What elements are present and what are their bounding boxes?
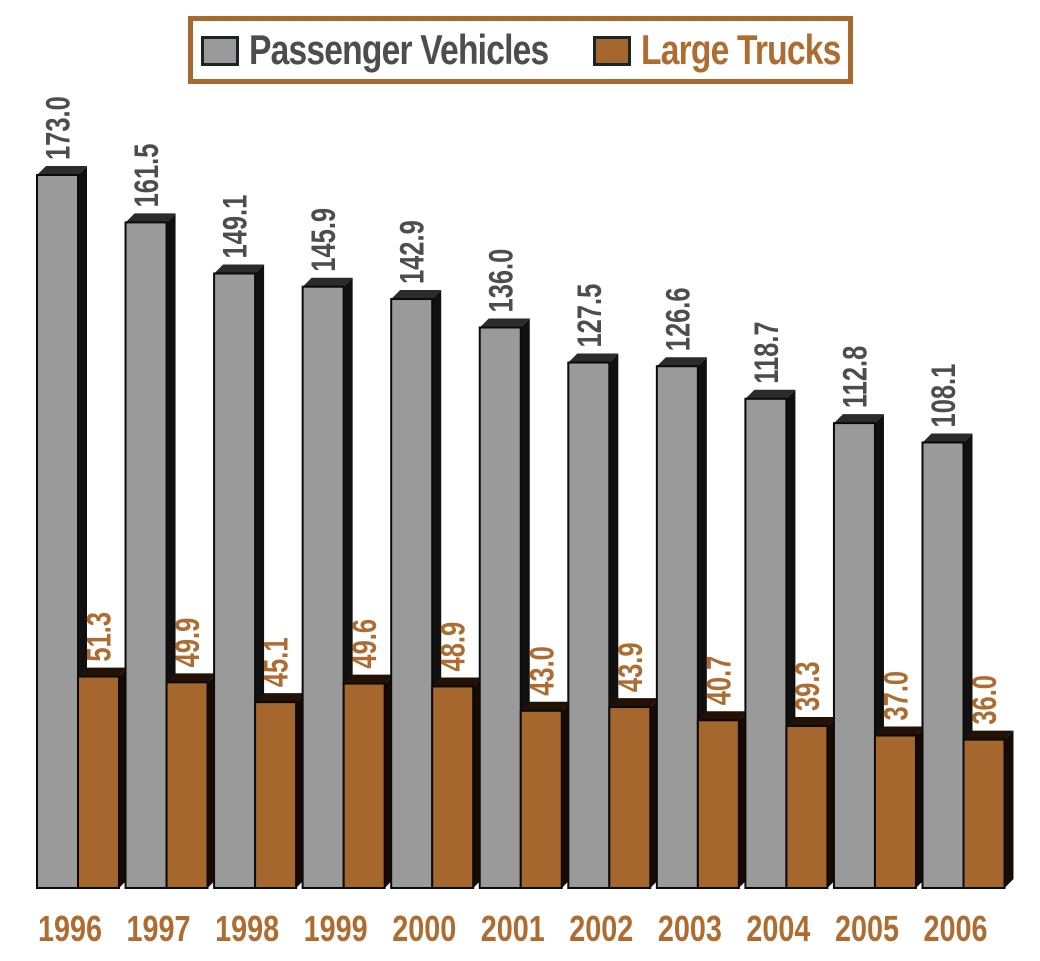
year-label: 2006 xyxy=(923,908,987,949)
passenger-bar xyxy=(390,298,434,889)
truck-bar xyxy=(608,706,652,890)
year-label: 2000 xyxy=(392,908,456,949)
truck-bar-top xyxy=(78,667,128,677)
truck-bar xyxy=(254,701,298,889)
passenger-value-label: 112.8 xyxy=(837,346,874,408)
truck-bar xyxy=(785,725,829,889)
passenger-bar xyxy=(655,365,699,889)
truck-bar-top xyxy=(874,726,925,736)
passenger-bar-top xyxy=(568,353,619,363)
year-label: 2003 xyxy=(658,908,722,949)
passenger-bar xyxy=(124,221,168,890)
truck-value-label: 36.0 xyxy=(967,675,1004,725)
truck-bar xyxy=(519,709,563,889)
passenger-bar xyxy=(301,285,345,890)
year-label: 1999 xyxy=(304,908,368,949)
truck-bar-top xyxy=(697,711,748,721)
year-label: 1998 xyxy=(215,908,279,949)
legend: Passenger Vehicles Large Trucks xyxy=(188,16,853,84)
year-label: 1996 xyxy=(38,908,102,949)
truck-bar-top xyxy=(963,730,1014,740)
truck-value-label: 39.3 xyxy=(789,661,826,711)
passenger-bar-top xyxy=(37,166,87,175)
year-label: 1997 xyxy=(127,908,191,949)
passenger-value-label: 127.5 xyxy=(571,284,608,348)
passenger-bar xyxy=(567,361,611,889)
truck-bar xyxy=(962,738,1006,890)
year-label: 2002 xyxy=(569,908,633,949)
truck-bar-top xyxy=(786,717,837,727)
truck-value-label: 43.9 xyxy=(612,642,649,692)
truck-value-label: 49.9 xyxy=(170,618,207,668)
truck-bar-top xyxy=(166,673,217,683)
truck-bar-top xyxy=(609,698,660,708)
passenger-bar xyxy=(36,174,79,889)
passenger-value-label: 118.7 xyxy=(748,321,785,383)
truck-bar-top xyxy=(432,677,483,687)
passenger-bar-top xyxy=(922,433,973,443)
passenger-value-label: 142.9 xyxy=(394,220,431,284)
truck-value-label: 51.3 xyxy=(81,612,118,662)
truck-bar-top xyxy=(343,674,394,684)
passenger-bar-top xyxy=(125,213,176,223)
large-trucks-legend-swatch xyxy=(593,36,631,66)
passenger-vehicles-legend-label: Passenger Vehicles xyxy=(249,26,549,73)
truck-bar-side xyxy=(1004,730,1014,888)
passenger-value-label: 145.9 xyxy=(306,208,343,272)
truck-value-label: 43.0 xyxy=(524,646,561,696)
year-label: 2001 xyxy=(481,908,545,949)
truck-value-label: 37.0 xyxy=(878,671,915,721)
passenger-bar xyxy=(213,272,257,889)
year-label: 2004 xyxy=(746,908,810,949)
truck-bar-top xyxy=(255,693,306,703)
truck-bar-top xyxy=(520,701,571,711)
passenger-bar xyxy=(478,326,522,889)
passenger-bar-top xyxy=(833,414,884,424)
passenger-bar-top xyxy=(302,277,353,287)
truck-bar xyxy=(165,681,209,889)
truck-bar xyxy=(873,734,917,889)
passenger-value-label: 173.0 xyxy=(40,96,77,160)
passenger-vehicles-legend-swatch xyxy=(201,36,239,66)
passenger-bar xyxy=(921,441,965,889)
passenger-bar-top xyxy=(214,264,265,274)
truck-value-label: 49.6 xyxy=(347,619,384,669)
passenger-bar-top xyxy=(745,389,796,399)
passenger-bar-top xyxy=(391,290,442,300)
passenger-value-label: 136.0 xyxy=(483,249,520,313)
passenger-value-label: 161.5 xyxy=(129,144,166,208)
large-trucks-legend-label: Large Trucks xyxy=(641,26,841,73)
truck-bar xyxy=(77,675,120,889)
truck-value-label: 40.7 xyxy=(701,656,738,706)
year-label: 2005 xyxy=(835,908,899,949)
truck-value-label: 45.1 xyxy=(258,637,295,687)
passenger-bar xyxy=(832,422,876,889)
passenger-value-label: 149.1 xyxy=(217,195,254,259)
passenger-value-label: 126.6 xyxy=(660,287,697,351)
truck-bar xyxy=(431,685,475,890)
passenger-bar xyxy=(744,397,788,889)
passenger-bar-top xyxy=(656,357,707,367)
truck-value-label: 48.9 xyxy=(435,622,472,672)
passenger-bar-top xyxy=(479,318,530,328)
passenger-value-label: 108.1 xyxy=(926,364,963,428)
truck-bar xyxy=(696,719,740,889)
truck-bar xyxy=(342,682,386,889)
